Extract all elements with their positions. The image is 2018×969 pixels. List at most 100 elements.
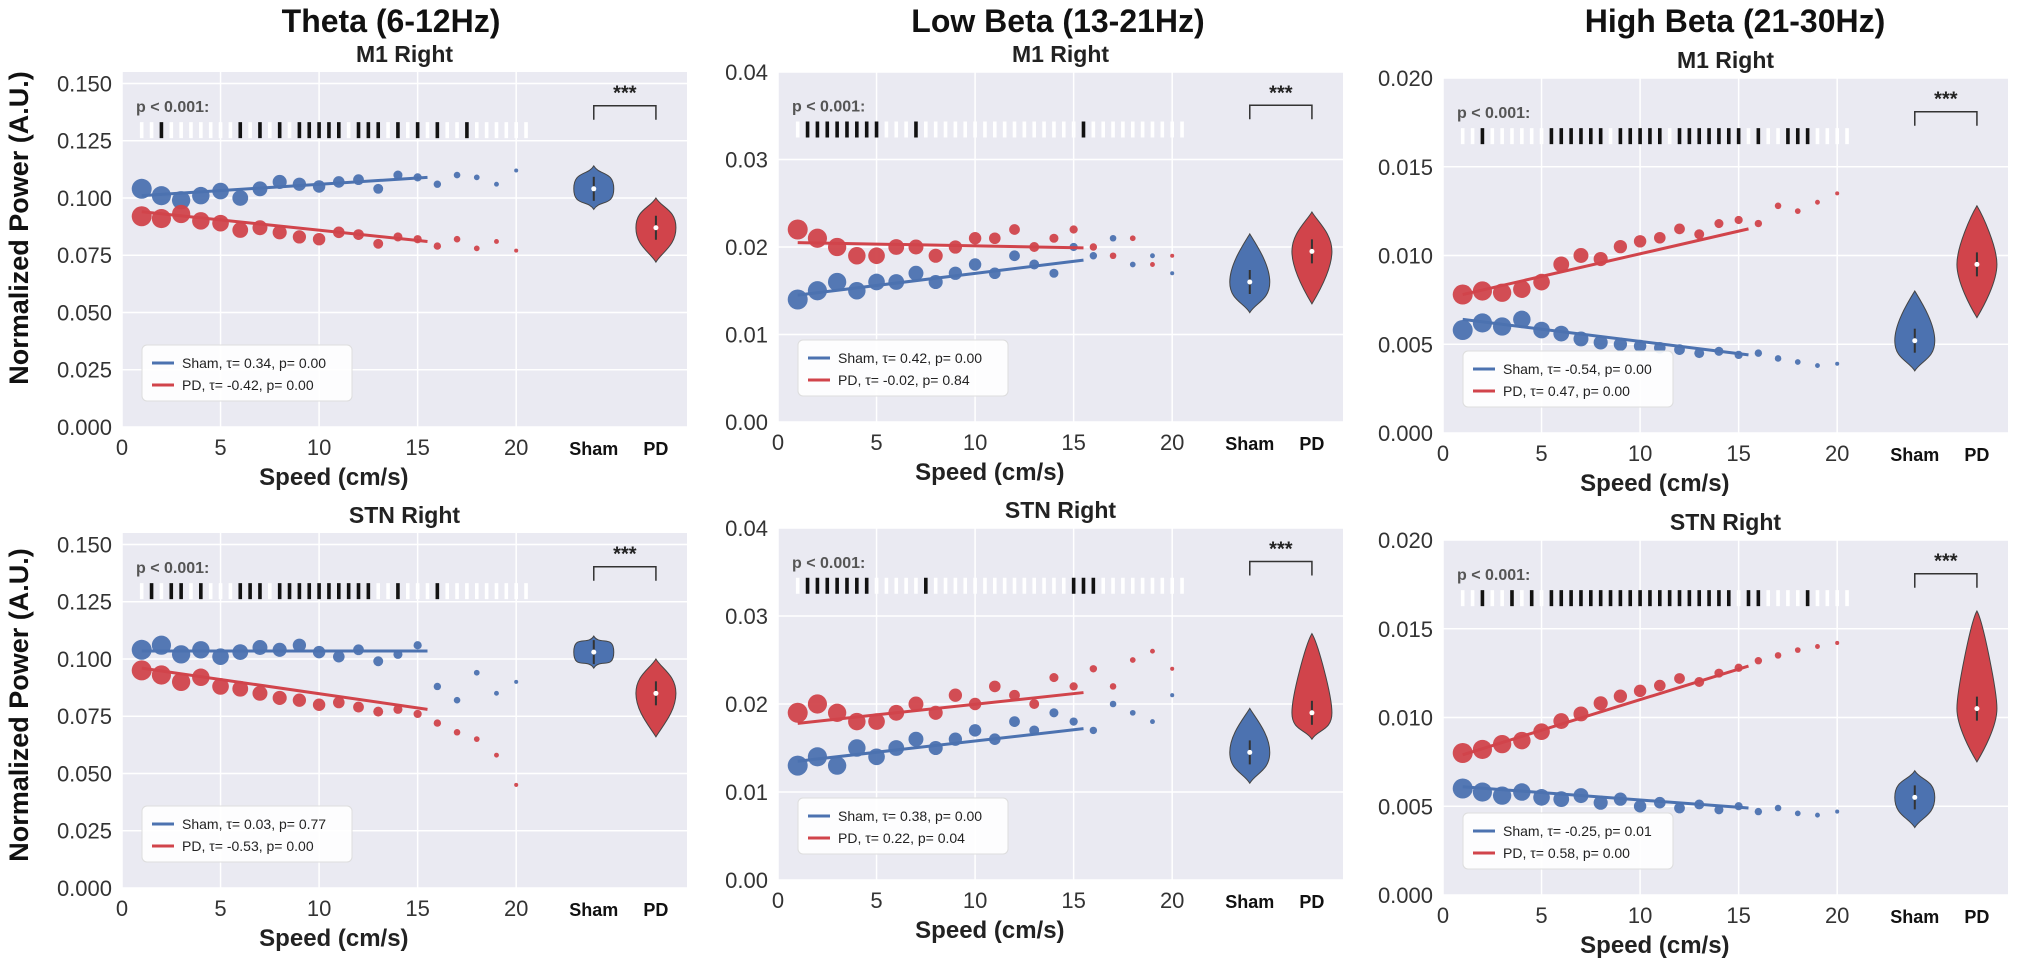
legend-sham-label: Sham, τ= -0.25, p= 0.01 [1503, 823, 1652, 839]
legend-sham-label: Sham, τ= 0.03, p= 0.77 [182, 816, 326, 832]
panel-title: M1 Right [356, 41, 453, 67]
sham-point [1452, 778, 1473, 799]
pd-point [514, 782, 519, 787]
significance-mark [1569, 128, 1573, 145]
sham-point [232, 190, 249, 206]
pd-point [1069, 225, 1078, 234]
significance-mark [1726, 128, 1731, 145]
nonsignificance-mark [1520, 590, 1524, 607]
pd-point [1170, 666, 1175, 671]
significance-stars: *** [613, 83, 637, 105]
nonsignificance-mark [287, 122, 292, 139]
significance-mark [825, 121, 830, 138]
sham-category-label: Sham [1890, 445, 1939, 465]
sham-point [1835, 809, 1840, 814]
nonsignificance-mark [1042, 121, 1046, 138]
significance-mark [435, 583, 440, 600]
nonsignificance-mark [973, 121, 977, 138]
significance-mark [1559, 590, 1564, 607]
pd-point [787, 219, 808, 240]
sham-point [1089, 252, 1098, 260]
nonsignificance-mark [376, 583, 381, 600]
nonsignificance-mark [514, 583, 518, 600]
significance-mark [1091, 577, 1096, 594]
panel-2: 0.00 0.01 0.02 0.03 0.04 0 5 10 15 20 M1 Right Spee… [725, 41, 1343, 486]
pd-category-label: PD [643, 439, 668, 459]
pd-point [192, 212, 210, 230]
pd-point [312, 698, 326, 711]
x-tick-label: 0 [1437, 441, 1449, 466]
nonsignificance-mark [1766, 128, 1771, 145]
significance-mark [1529, 590, 1534, 607]
significance-mark [307, 583, 312, 600]
pd-point [373, 706, 384, 717]
nonsignificance-mark [1470, 128, 1475, 145]
pd-point [848, 247, 866, 265]
nonsignificance-mark [1160, 121, 1165, 138]
column-title-low-beta: Low Beta (13-21Hz) [911, 3, 1204, 39]
y-tick-label: 0.01 [725, 323, 768, 348]
significance-stars: *** [1934, 551, 1958, 573]
x-tick-label: 20 [1160, 888, 1184, 913]
sham-point [1674, 802, 1685, 814]
pd-point [1009, 689, 1020, 701]
pd-point [787, 702, 808, 723]
nonsignificance-mark [1500, 128, 1504, 145]
nonsignificance-mark [179, 122, 183, 139]
pd-point [1129, 235, 1136, 242]
sham-point [171, 191, 191, 210]
pd-point [433, 242, 442, 250]
y-tick-label: 0.04 [725, 516, 768, 541]
nonsignificance-mark [1776, 590, 1780, 607]
pd-point [1754, 219, 1763, 228]
pd-point [252, 685, 268, 701]
significance-mark [1746, 590, 1751, 607]
sham-point [473, 174, 480, 181]
significance-mark [435, 122, 440, 139]
panel-title: M1 Right [1012, 41, 1109, 67]
sham-point [1170, 271, 1175, 276]
sham-point [807, 281, 827, 301]
nonsignificance-mark [228, 583, 233, 600]
legend-sham-label: Sham, τ= 0.38, p= 0.00 [838, 808, 982, 824]
sham-violin-median [1247, 279, 1253, 285]
x-tick-label: 20 [1825, 903, 1849, 928]
sham-point [1794, 810, 1801, 817]
nonsignificance-mark [169, 122, 174, 139]
significance-bracket [1914, 572, 1978, 588]
legend-pd-label: PD, τ= -0.53, p= 0.00 [182, 838, 314, 854]
nonsignificance-mark [1180, 121, 1184, 138]
nonsignificance-mark [1460, 590, 1465, 607]
nonsignificance-mark [1032, 121, 1037, 138]
significance-mark [179, 583, 183, 600]
significance-mark [1707, 590, 1711, 607]
nonsignificance-mark [1140, 577, 1145, 594]
x-tick-label: 10 [307, 896, 331, 921]
legend-pd-label: PD, τ= 0.22, p= 0.04 [838, 830, 965, 846]
sham-point [514, 679, 519, 684]
pd-point [908, 239, 924, 255]
nonsignificance-mark [933, 577, 938, 594]
significance-mark [287, 583, 292, 600]
sham-point [252, 640, 268, 655]
nonsignificance-mark [425, 583, 430, 600]
legend-sham-label: Sham, τ= 0.42, p= 0.00 [838, 350, 982, 366]
nonsignificance-mark [1071, 121, 1076, 138]
sham-point [928, 740, 943, 756]
pd-point [413, 709, 422, 719]
nonsignificance-mark [973, 577, 977, 594]
x-tick-label: 5 [870, 888, 882, 913]
nonsignificance-mark [1746, 128, 1751, 145]
nonsignificance-mark [1815, 590, 1820, 607]
y-tick-label: 0.025 [57, 358, 112, 383]
significance-mark [258, 583, 262, 600]
y-tick-label: 0.000 [1378, 883, 1433, 908]
nonsignificance-mark [1825, 128, 1830, 145]
significance-mark [924, 577, 928, 594]
nonsignificance-mark [445, 583, 450, 600]
significance-mark [1707, 128, 1711, 145]
significance-stars: *** [1269, 82, 1293, 104]
pd-fit-line [1462, 664, 1749, 757]
panel-4: 0.000 0.025 0.050 0.075 0.100 0.125 0.150 0 5 10 1… [57, 502, 687, 952]
nonsignificance-mark [904, 121, 908, 138]
